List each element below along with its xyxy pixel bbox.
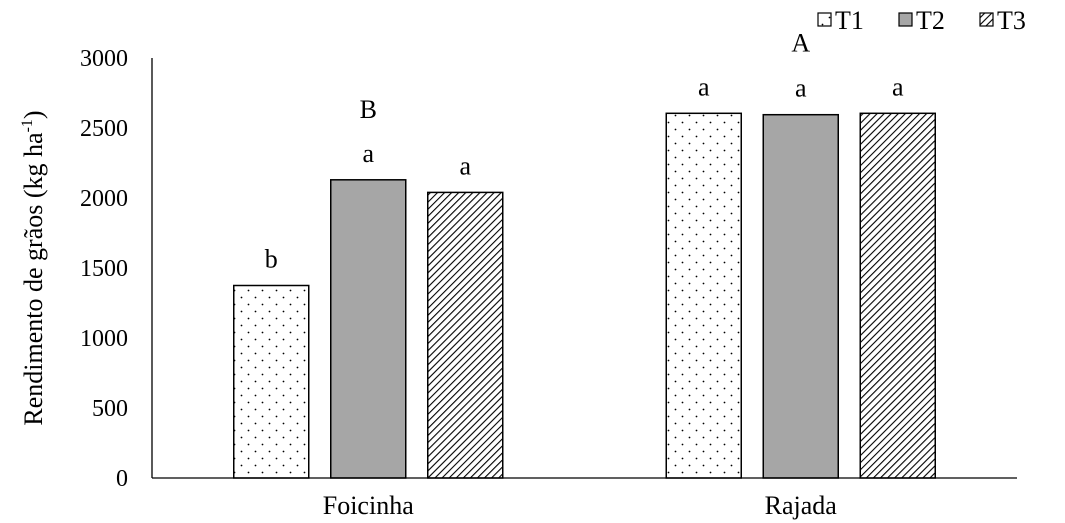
legend-label-t2: T2 [916,6,945,35]
y-tick-label: 2000 [80,186,128,212]
legend-label-t1: T1 [835,6,864,35]
bar-t2-foicinha [330,179,407,479]
bar-letters-group: b a a a a a [265,72,904,273]
y-tick-label: 500 [92,396,128,422]
y-tick-label: 1000 [80,326,128,352]
bar-significance-letter: a [795,74,807,103]
bar-significance-letter: b [265,245,278,274]
category-significance-letter: B [360,95,377,124]
legend-swatch-t3 [979,12,994,27]
bar-significance-letter: a [698,72,710,101]
y-axis-label-main: Rendimento de grãos (kg ha [19,132,48,426]
y-tick-label: 1500 [80,256,128,282]
bar-t1-rajada [665,112,742,479]
bar-t2-rajada [762,113,839,479]
bar-t3-foicinha [427,191,504,479]
x-category-label: Foicinha [323,491,414,520]
y-tick-label: 2500 [80,116,128,142]
x-category-label: Rajada [765,491,838,520]
y-axis-label: Rendimento de grãos (kg ha-1) [19,110,48,425]
bar-significance-letter: a [362,139,374,168]
y-axis-label-superscript: -1 [19,119,36,132]
legend-label-t3: T3 [997,6,1026,35]
category-significance-letter: A [791,28,810,57]
category-labels-group: Foicinha Rajada [323,491,838,520]
category-letters-group: BA [360,28,811,124]
legend-swatch-t1 [817,12,832,27]
y-axis-label-close: ) [19,110,48,119]
y-axis-ticks: 0 500 1000 1500 2000 2500 3000 [80,46,128,492]
bar-significance-letter: a [459,151,471,180]
axes-group [151,58,1017,479]
legend: T1 T2 T3 [817,6,1026,35]
bar-t1-foicinha [233,284,310,479]
y-tick-label: 0 [116,466,128,492]
bar-significance-letter: a [892,72,904,101]
legend-swatch-t2 [898,12,913,27]
bars-group [233,112,936,479]
y-tick-label: 3000 [80,46,128,72]
bar-t3-rajada [859,112,936,479]
y-axis-title: Rendimento de grãos (kg ha-1) [19,110,48,425]
